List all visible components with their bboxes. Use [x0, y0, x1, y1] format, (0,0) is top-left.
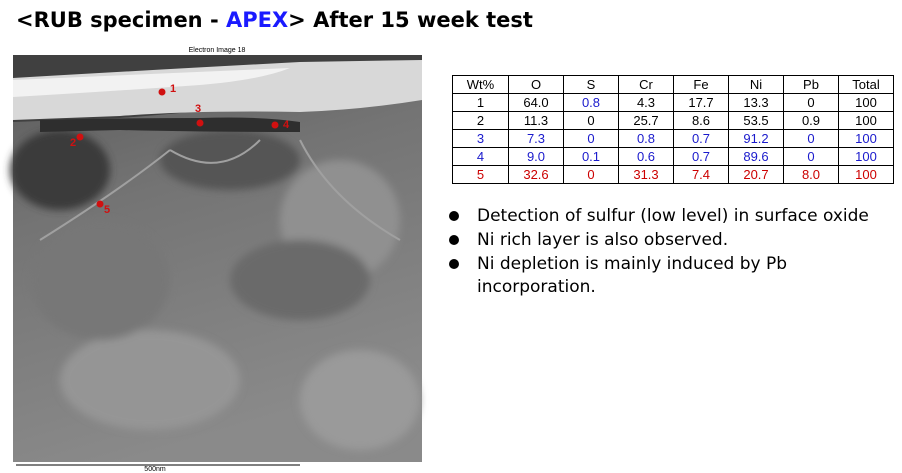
table-cell: 0.7 [673, 147, 729, 166]
header-cell: Pb [783, 75, 839, 94]
table-cell: 8.0 [783, 165, 839, 184]
title-highlight: APEX [225, 8, 289, 32]
table-cell: 4 [452, 147, 509, 166]
header-cell: O [508, 75, 564, 94]
header-cell: Wt% [452, 75, 509, 94]
table-cell: 0.6 [618, 147, 674, 166]
header-cell: Cr [618, 75, 674, 94]
table-cell: 0.1 [563, 147, 619, 166]
table-cell: 1 [452, 93, 509, 112]
table-cell: 100 [838, 93, 894, 112]
table-cell: 2 [452, 111, 509, 130]
point-label: 4 [283, 119, 290, 131]
micrograph: 1 2 3 4 5 Electron Image 18 500nm [10, 47, 422, 473]
table-row: 2 11.3 0 25.7 8.6 53.5 0.9 100 [452, 111, 894, 130]
header-cell: Total [838, 75, 894, 94]
table-cell: 25.7 [618, 111, 674, 130]
table-cell: 0 [563, 129, 619, 148]
table-cell: 11.3 [508, 111, 564, 130]
table-cell: 0.7 [673, 129, 729, 148]
table-cell: 0 [783, 147, 839, 166]
point-label: 2 [70, 137, 76, 149]
title-part: <RUB specimen - [16, 8, 226, 32]
table-cell: 53.5 [728, 111, 784, 130]
table-cell: 13.3 [728, 93, 784, 112]
table-cell: 7.3 [508, 129, 564, 148]
scale-label: 500nm [144, 466, 166, 473]
bullet: Detection of sulfur (low level) in surfa… [446, 205, 886, 228]
header-row: Wt% O S Cr Fe Ni Pb Total [452, 75, 894, 94]
slide-title: <RUB specimen - APEX> After 15 week test [16, 8, 533, 32]
bullet: Ni rich layer is also observed. [446, 229, 886, 252]
table-cell: 91.2 [728, 129, 784, 148]
table-cell: 4.3 [618, 93, 674, 112]
title-part: > After 15 week test [288, 8, 533, 32]
composition-table: Wt% O S Cr Fe Ni Pb Total 1 64.0 0.8 4.3 17.7 13.3 0 10… [452, 75, 894, 184]
table-row: 5 32.6 0 31.3 7.4 20.7 8.0 100 [452, 165, 894, 184]
table-row: 4 9.0 0.1 0.6 0.7 89.6 0 100 [452, 147, 894, 166]
table-cell: 7.4 [673, 165, 729, 184]
table-cell: 8.6 [673, 111, 729, 130]
table-cell: 5 [452, 165, 509, 184]
table-cell: 0.8 [563, 93, 619, 112]
header-cell: Fe [673, 75, 729, 94]
table-row: 3 7.3 0 0.8 0.7 91.2 0 100 [452, 129, 894, 148]
table-cell: 20.7 [728, 165, 784, 184]
table-cell: 0 [563, 165, 619, 184]
table-cell: 17.7 [673, 93, 729, 112]
table-cell: 9.0 [508, 147, 564, 166]
table-cell: 0.9 [783, 111, 839, 130]
table-cell: 32.6 [508, 165, 564, 184]
table-cell: 31.3 [618, 165, 674, 184]
table-cell: 100 [838, 165, 894, 184]
table-cell: 64.0 [508, 93, 564, 112]
table-row: 1 64.0 0.8 4.3 17.7 13.3 0 100 [452, 93, 894, 112]
bullet: Ni depletion is mainly induced by Pb inc… [446, 253, 886, 299]
header-cell: Ni [728, 75, 784, 94]
table-cell: 0 [563, 111, 619, 130]
point-markers [76, 88, 279, 208]
table-cell: 89.6 [728, 147, 784, 166]
table-cell: 100 [838, 129, 894, 148]
table-cell: 0 [783, 93, 839, 112]
table-cell: 100 [838, 147, 894, 166]
table-cell: 3 [452, 129, 509, 148]
header-cell: S [563, 75, 619, 94]
table-cell: 0 [783, 129, 839, 148]
image-caption: Electron Image 18 [189, 47, 246, 54]
table-cell: 0.8 [618, 129, 674, 148]
bullet-list: Detection of sulfur (low level) in surfa… [446, 205, 886, 300]
point-label: 5 [104, 204, 110, 216]
point-label: 1 [170, 83, 176, 95]
table-cell: 100 [838, 111, 894, 130]
point-label: 3 [195, 103, 201, 115]
